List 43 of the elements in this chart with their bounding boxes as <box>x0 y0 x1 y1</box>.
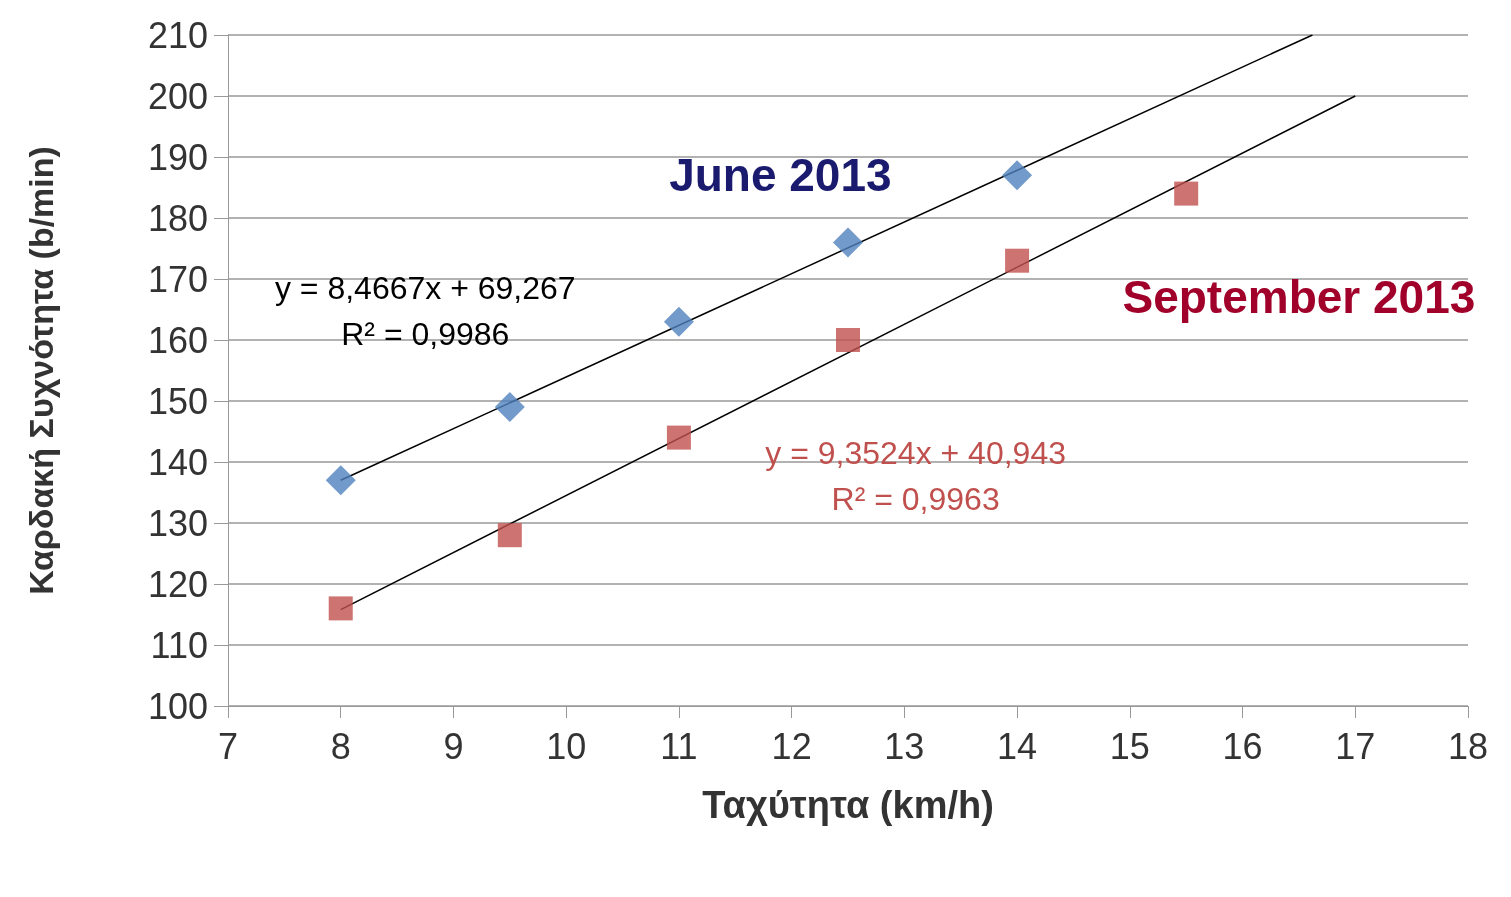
x-tick-label: 10 <box>546 725 587 767</box>
x-tick-label: 9 <box>443 725 464 767</box>
annotation: y = 8,4667x + 69,267 <box>274 270 576 307</box>
x-tick-label: 18 <box>1447 725 1489 767</box>
x-tick-label: 11 <box>660 725 698 767</box>
y-tick-label: 170 <box>147 258 208 300</box>
point <box>1005 248 1030 273</box>
y-tick-label: 130 <box>147 502 208 544</box>
x-tick-label: 13 <box>884 725 925 767</box>
y-tick-label: 210 <box>147 14 208 56</box>
point <box>663 306 694 337</box>
point <box>836 328 860 352</box>
annotation: R² = 0,9963 <box>831 480 1000 517</box>
y-tick-label: 120 <box>147 563 208 605</box>
annotation: y = 9,3524x + 40,943 <box>765 434 1066 471</box>
x-axis-title: Ταχύτητα (km/h) <box>702 784 994 826</box>
x-tick-label: 17 <box>1335 725 1376 767</box>
y-tick-label: 110 <box>150 624 208 666</box>
x-tick-label: 7 <box>217 725 239 767</box>
y-tick-label: 200 <box>147 75 208 117</box>
point <box>494 392 525 423</box>
point <box>1002 160 1033 191</box>
series-label: September 2013 <box>1122 271 1476 324</box>
x-tick-label: 15 <box>1109 725 1150 767</box>
point <box>1174 181 1199 206</box>
y-tick-label: 190 <box>147 136 208 178</box>
series-label: June 2013 <box>669 149 892 202</box>
point <box>833 227 863 258</box>
annotation: R² = 0,9986 <box>341 315 510 352</box>
y-axis-title: Καρδακή Συχνότητα (b/min) <box>22 146 60 595</box>
point <box>666 425 691 450</box>
x-tick-label: 8 <box>330 725 351 767</box>
point <box>328 596 353 621</box>
x-tick-label: 14 <box>997 725 1038 767</box>
x-tick-label: 16 <box>1222 725 1263 767</box>
y-tick-label: 140 <box>147 441 208 483</box>
x-tick-label: 12 <box>771 725 812 767</box>
y-tick-label: 180 <box>147 197 208 239</box>
y-tick-label: 100 <box>147 685 208 727</box>
y-tick-label: 160 <box>147 319 208 361</box>
y-tick-label: 150 <box>147 380 208 422</box>
point <box>497 523 522 548</box>
point <box>325 465 356 496</box>
